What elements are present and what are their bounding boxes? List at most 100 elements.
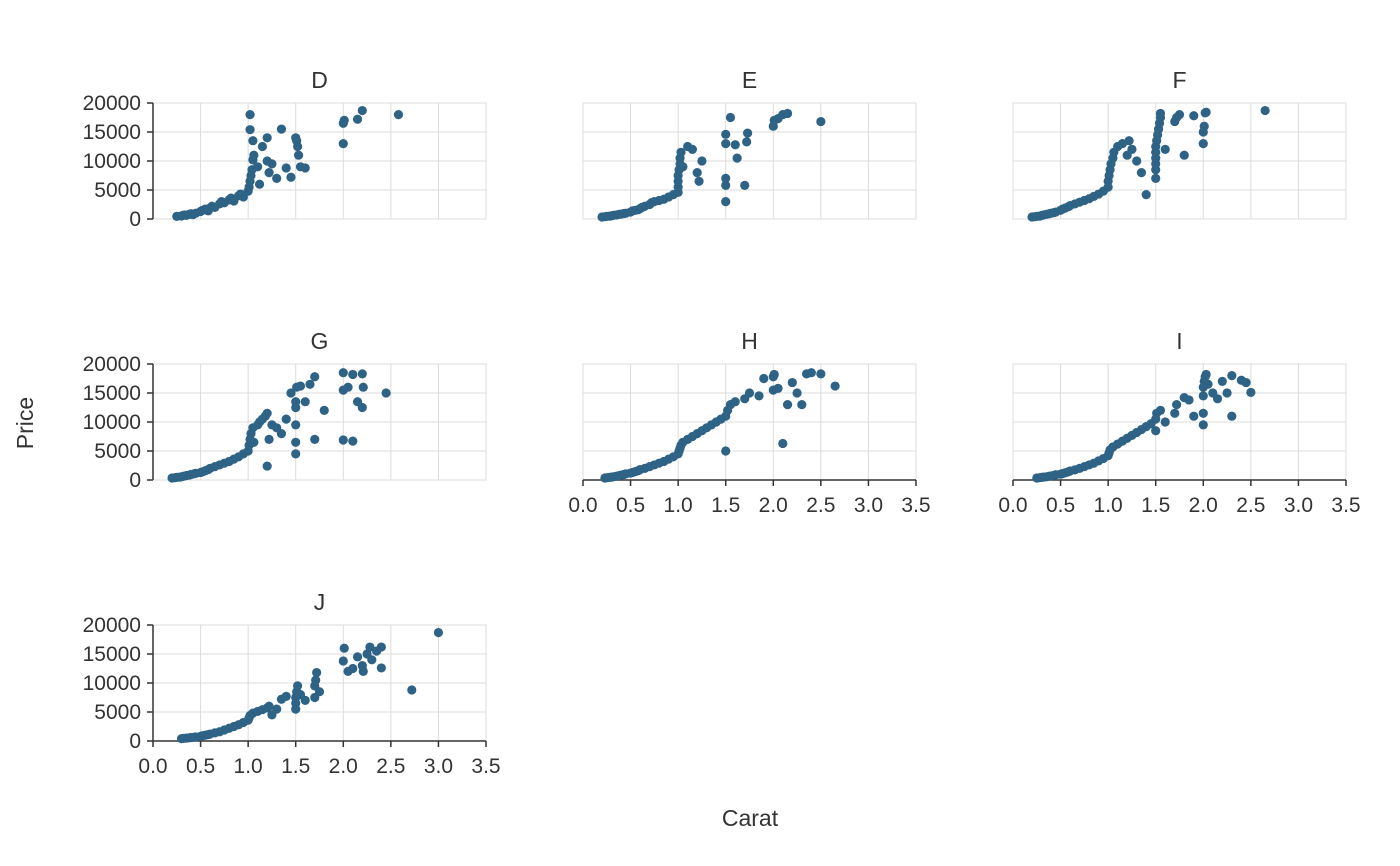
data-point <box>797 400 807 410</box>
data-point <box>310 434 320 444</box>
data-point <box>1246 387 1256 398</box>
facet-panel-f: F <box>1012 67 1347 222</box>
x-tick-label: 1.0 <box>234 755 263 778</box>
x-tick-label: 3.5 <box>901 494 930 517</box>
facet-panels: D 0 5000 10000 15000 20000 E F G 0 5000 10000 15000 2… <box>83 67 1361 778</box>
y-tick-label: 5000 <box>94 701 141 724</box>
facet-title-f: F <box>1172 67 1186 93</box>
data-point <box>262 133 272 143</box>
data-point <box>376 663 386 673</box>
data-point <box>1198 420 1208 430</box>
data-point <box>311 675 321 685</box>
data-point <box>1227 371 1237 381</box>
data-point <box>1160 417 1170 427</box>
data-point <box>293 681 303 691</box>
data-point <box>1217 376 1227 386</box>
data-point <box>376 642 386 652</box>
data-point <box>352 114 363 124</box>
data-point <box>1160 144 1170 154</box>
data-point <box>281 691 291 701</box>
data-point <box>348 436 358 446</box>
facet-title-i: I <box>1176 328 1182 354</box>
data-point <box>721 446 731 456</box>
data-point <box>310 372 320 382</box>
data-point <box>253 162 263 172</box>
y-tick-label: 15000 <box>83 121 141 144</box>
data-point <box>1241 377 1251 388</box>
data-point <box>1155 405 1166 415</box>
x-tick-label: 2.0 <box>759 494 788 517</box>
x-tick-label: 3.5 <box>471 755 500 778</box>
panel-frame <box>582 102 917 220</box>
x-tick-label: 2.0 <box>329 755 358 778</box>
x-tick-label: 0.5 <box>1046 494 1075 517</box>
data-point <box>358 382 368 392</box>
data-point <box>721 173 731 183</box>
x-tick-label: 0.0 <box>138 755 167 778</box>
data-point <box>830 381 840 391</box>
data-point <box>678 162 688 172</box>
data-point <box>787 377 797 388</box>
facet-title-g: G <box>311 328 329 354</box>
data-point <box>1174 110 1185 120</box>
data-point <box>782 400 793 410</box>
y-axis-title: Price <box>12 397 38 449</box>
data-point <box>264 434 274 444</box>
data-point <box>300 163 310 173</box>
x-tick-label: 1.5 <box>281 755 310 778</box>
data-point <box>281 414 291 424</box>
data-point <box>293 150 304 160</box>
data-point <box>1136 168 1147 178</box>
data-point <box>1151 426 1161 436</box>
x-axis-title: Carat <box>722 805 779 831</box>
data-point <box>291 420 301 430</box>
facet-panel-h: H 0.0 0.5 1.0 1.5 2.0 2.5 3.0 3.5 <box>568 328 930 517</box>
data-point <box>357 402 367 413</box>
data-point <box>276 429 287 439</box>
data-point <box>1222 388 1232 398</box>
data-point <box>721 139 731 149</box>
data-point <box>264 701 274 711</box>
y-tick-label: 10000 <box>83 411 141 434</box>
data-point <box>338 139 348 149</box>
data-point <box>293 141 303 152</box>
data-point <box>694 176 704 186</box>
data-point <box>312 667 322 678</box>
data-point <box>740 180 750 190</box>
data-point <box>730 397 740 407</box>
data-point <box>248 136 258 146</box>
data-point <box>1198 139 1208 149</box>
data-point <box>348 663 358 674</box>
data-point <box>742 128 753 138</box>
y-tick-label: 5000 <box>94 179 141 202</box>
x-tick-label: 2.0 <box>1189 494 1218 517</box>
x-tick-label: 3.5 <box>1331 494 1360 517</box>
data-point <box>773 383 783 393</box>
data-point <box>245 110 255 120</box>
facet-title-h: H <box>741 328 758 354</box>
data-point <box>1132 156 1142 166</box>
data-point <box>721 129 731 139</box>
data-point <box>357 105 367 116</box>
x-tick-label: 3.0 <box>854 494 883 517</box>
data-point <box>1198 391 1208 401</box>
x-tick-label: 3.0 <box>1284 494 1313 517</box>
data-point <box>254 179 265 189</box>
data-point <box>782 108 793 119</box>
data-point <box>291 437 301 447</box>
data-point <box>339 115 349 125</box>
x-tick-label: 1.0 <box>1094 494 1123 517</box>
data-point <box>1141 190 1151 200</box>
data-point <box>676 147 686 157</box>
data-point <box>1199 121 1209 131</box>
x-tick-label: 0.0 <box>568 494 597 517</box>
data-point <box>358 666 368 677</box>
x-tick-label: 1.5 <box>1141 494 1170 517</box>
y-tick-label: 15000 <box>83 643 141 666</box>
data-point <box>319 405 329 415</box>
data-point <box>262 461 272 471</box>
data-point <box>281 163 291 173</box>
data-point <box>816 369 826 379</box>
y-tick-label: 20000 <box>83 614 141 637</box>
